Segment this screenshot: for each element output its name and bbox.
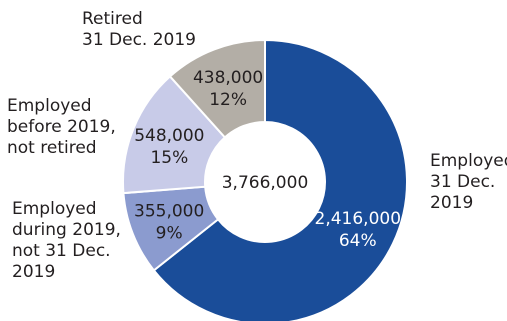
center-total-label: 3,766,000: [222, 173, 309, 193]
category-label-retired: Retired 31 Dec. 2019: [82, 9, 196, 51]
category-label-line: not retired: [7, 138, 97, 158]
slice-value-label-3: 438,000: [193, 68, 263, 88]
category-label-line: Employed: [430, 151, 507, 171]
category-label-employed-before-2019: Employed before 2019, not retired: [7, 96, 116, 159]
slice-percent-label-0: 64%: [339, 231, 377, 251]
slice-percent-label-1: 9%: [156, 224, 183, 244]
category-label-line: 31 Dec.: [430, 172, 496, 192]
category-label-line: 2019: [430, 193, 474, 213]
category-label-line: not 31 Dec.: [12, 241, 111, 261]
slice-value-label-2: 548,000: [134, 126, 204, 146]
category-label-employed-during-2019: Employed during 2019, not 31 Dec. 2019: [12, 199, 121, 283]
slice-value-label-1: 355,000: [134, 202, 204, 222]
category-label-line: 2019: [12, 262, 56, 282]
category-label-line: Employed: [7, 96, 92, 116]
slice-percent-label-3: 12%: [209, 90, 247, 110]
donut-slice-2: [122, 75, 227, 195]
slice-value-label-0: 2,416,000: [315, 209, 402, 229]
donut-slice-3: [168, 38, 266, 139]
category-label-line: Retired: [82, 9, 143, 29]
category-label-line: 31 Dec. 2019: [82, 30, 197, 50]
donut-slice-0: [152, 38, 408, 321]
category-label-line: during 2019,: [12, 220, 121, 240]
category-label-line: before 2019,: [7, 117, 116, 137]
category-label-line: Employed: [12, 199, 97, 219]
slice-percent-label-2: 15%: [150, 148, 188, 168]
category-label-employed-31-dec-2019: Employed 31 Dec. 2019: [430, 151, 507, 214]
